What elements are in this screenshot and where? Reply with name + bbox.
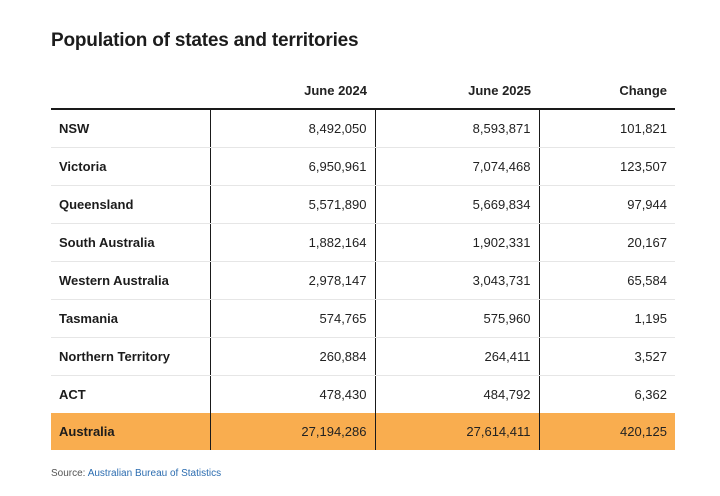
cell-june-2024: 8,492,050 [210,109,376,148]
source-note: Source: Australian Bureau of Statistics [51,468,675,479]
cell-june-2024: 574,765 [210,299,376,338]
cell-june-2025: 1,902,331 [375,223,540,262]
cell-june-2024: 260,884 [210,337,376,376]
cell-change: 65,584 [539,261,675,300]
population-table: June 2024 June 2025 Change NSW 8,492,050… [51,72,675,450]
header-june-2024: June 2024 [210,72,375,110]
cell-june-2025: 3,043,731 [375,261,540,300]
table-row: Victoria 6,950,961 7,074,468 123,507 [51,147,675,186]
row-name: Victoria [51,147,211,186]
row-name: Queensland [51,185,211,224]
total-change: 420,125 [539,413,675,450]
cell-june-2024: 1,882,164 [210,223,376,262]
header-state [51,72,210,110]
total-june-2024: 27,194,286 [210,413,376,450]
header-june-2025: June 2025 [375,72,539,110]
cell-june-2025: 7,074,468 [375,147,540,186]
table-row: South Australia 1,882,164 1,902,331 20,1… [51,223,675,262]
table-row: Queensland 5,571,890 5,669,834 97,944 [51,185,675,224]
table-row: Western Australia 2,978,147 3,043,731 65… [51,261,675,300]
page-title: Population of states and territories [51,30,359,51]
cell-june-2025: 264,411 [375,337,540,376]
cell-june-2024: 6,950,961 [210,147,376,186]
table-row: Tasmania 574,765 575,960 1,195 [51,299,675,338]
cell-change: 1,195 [539,299,675,338]
row-name: NSW [51,109,211,148]
cell-change: 101,821 [539,109,675,148]
cell-june-2024: 5,571,890 [210,185,376,224]
row-name: Northern Territory [51,337,211,376]
cell-june-2024: 2,978,147 [210,261,376,300]
cell-june-2025: 8,593,871 [375,109,540,148]
table-row: Northern Territory 260,884 264,411 3,527 [51,337,675,376]
row-name: ACT [51,375,211,413]
row-name: Western Australia [51,261,211,300]
table-header-row: June 2024 June 2025 Change [51,72,675,110]
cell-june-2025: 575,960 [375,299,540,338]
total-june-2025: 27,614,411 [375,413,540,450]
total-row-name: Australia [51,413,211,450]
source-link[interactable]: Australian Bureau of Statistics [87,468,222,479]
cell-change: 123,507 [539,147,675,186]
row-name: South Australia [51,223,211,262]
cell-june-2025: 484,792 [375,375,540,413]
table-row: NSW 8,492,050 8,593,871 101,821 [51,109,675,148]
cell-june-2024: 478,430 [210,375,376,413]
row-name: Tasmania [51,299,211,338]
cell-change: 3,527 [539,337,675,376]
population-table-card: Population of states and territories Jun… [51,28,675,479]
cell-june-2025: 5,669,834 [375,185,540,224]
cell-change: 20,167 [539,223,675,262]
source-prefix: Source: [51,468,88,479]
header-change: Change [539,72,675,110]
cell-change: 6,362 [634,387,667,402]
cell-change: 97,944 [539,185,675,224]
total-row: Australia 27,194,286 27,614,411 420,125 [51,413,675,450]
table-row: ACT 478,430 484,792 6,362 [51,375,675,413]
